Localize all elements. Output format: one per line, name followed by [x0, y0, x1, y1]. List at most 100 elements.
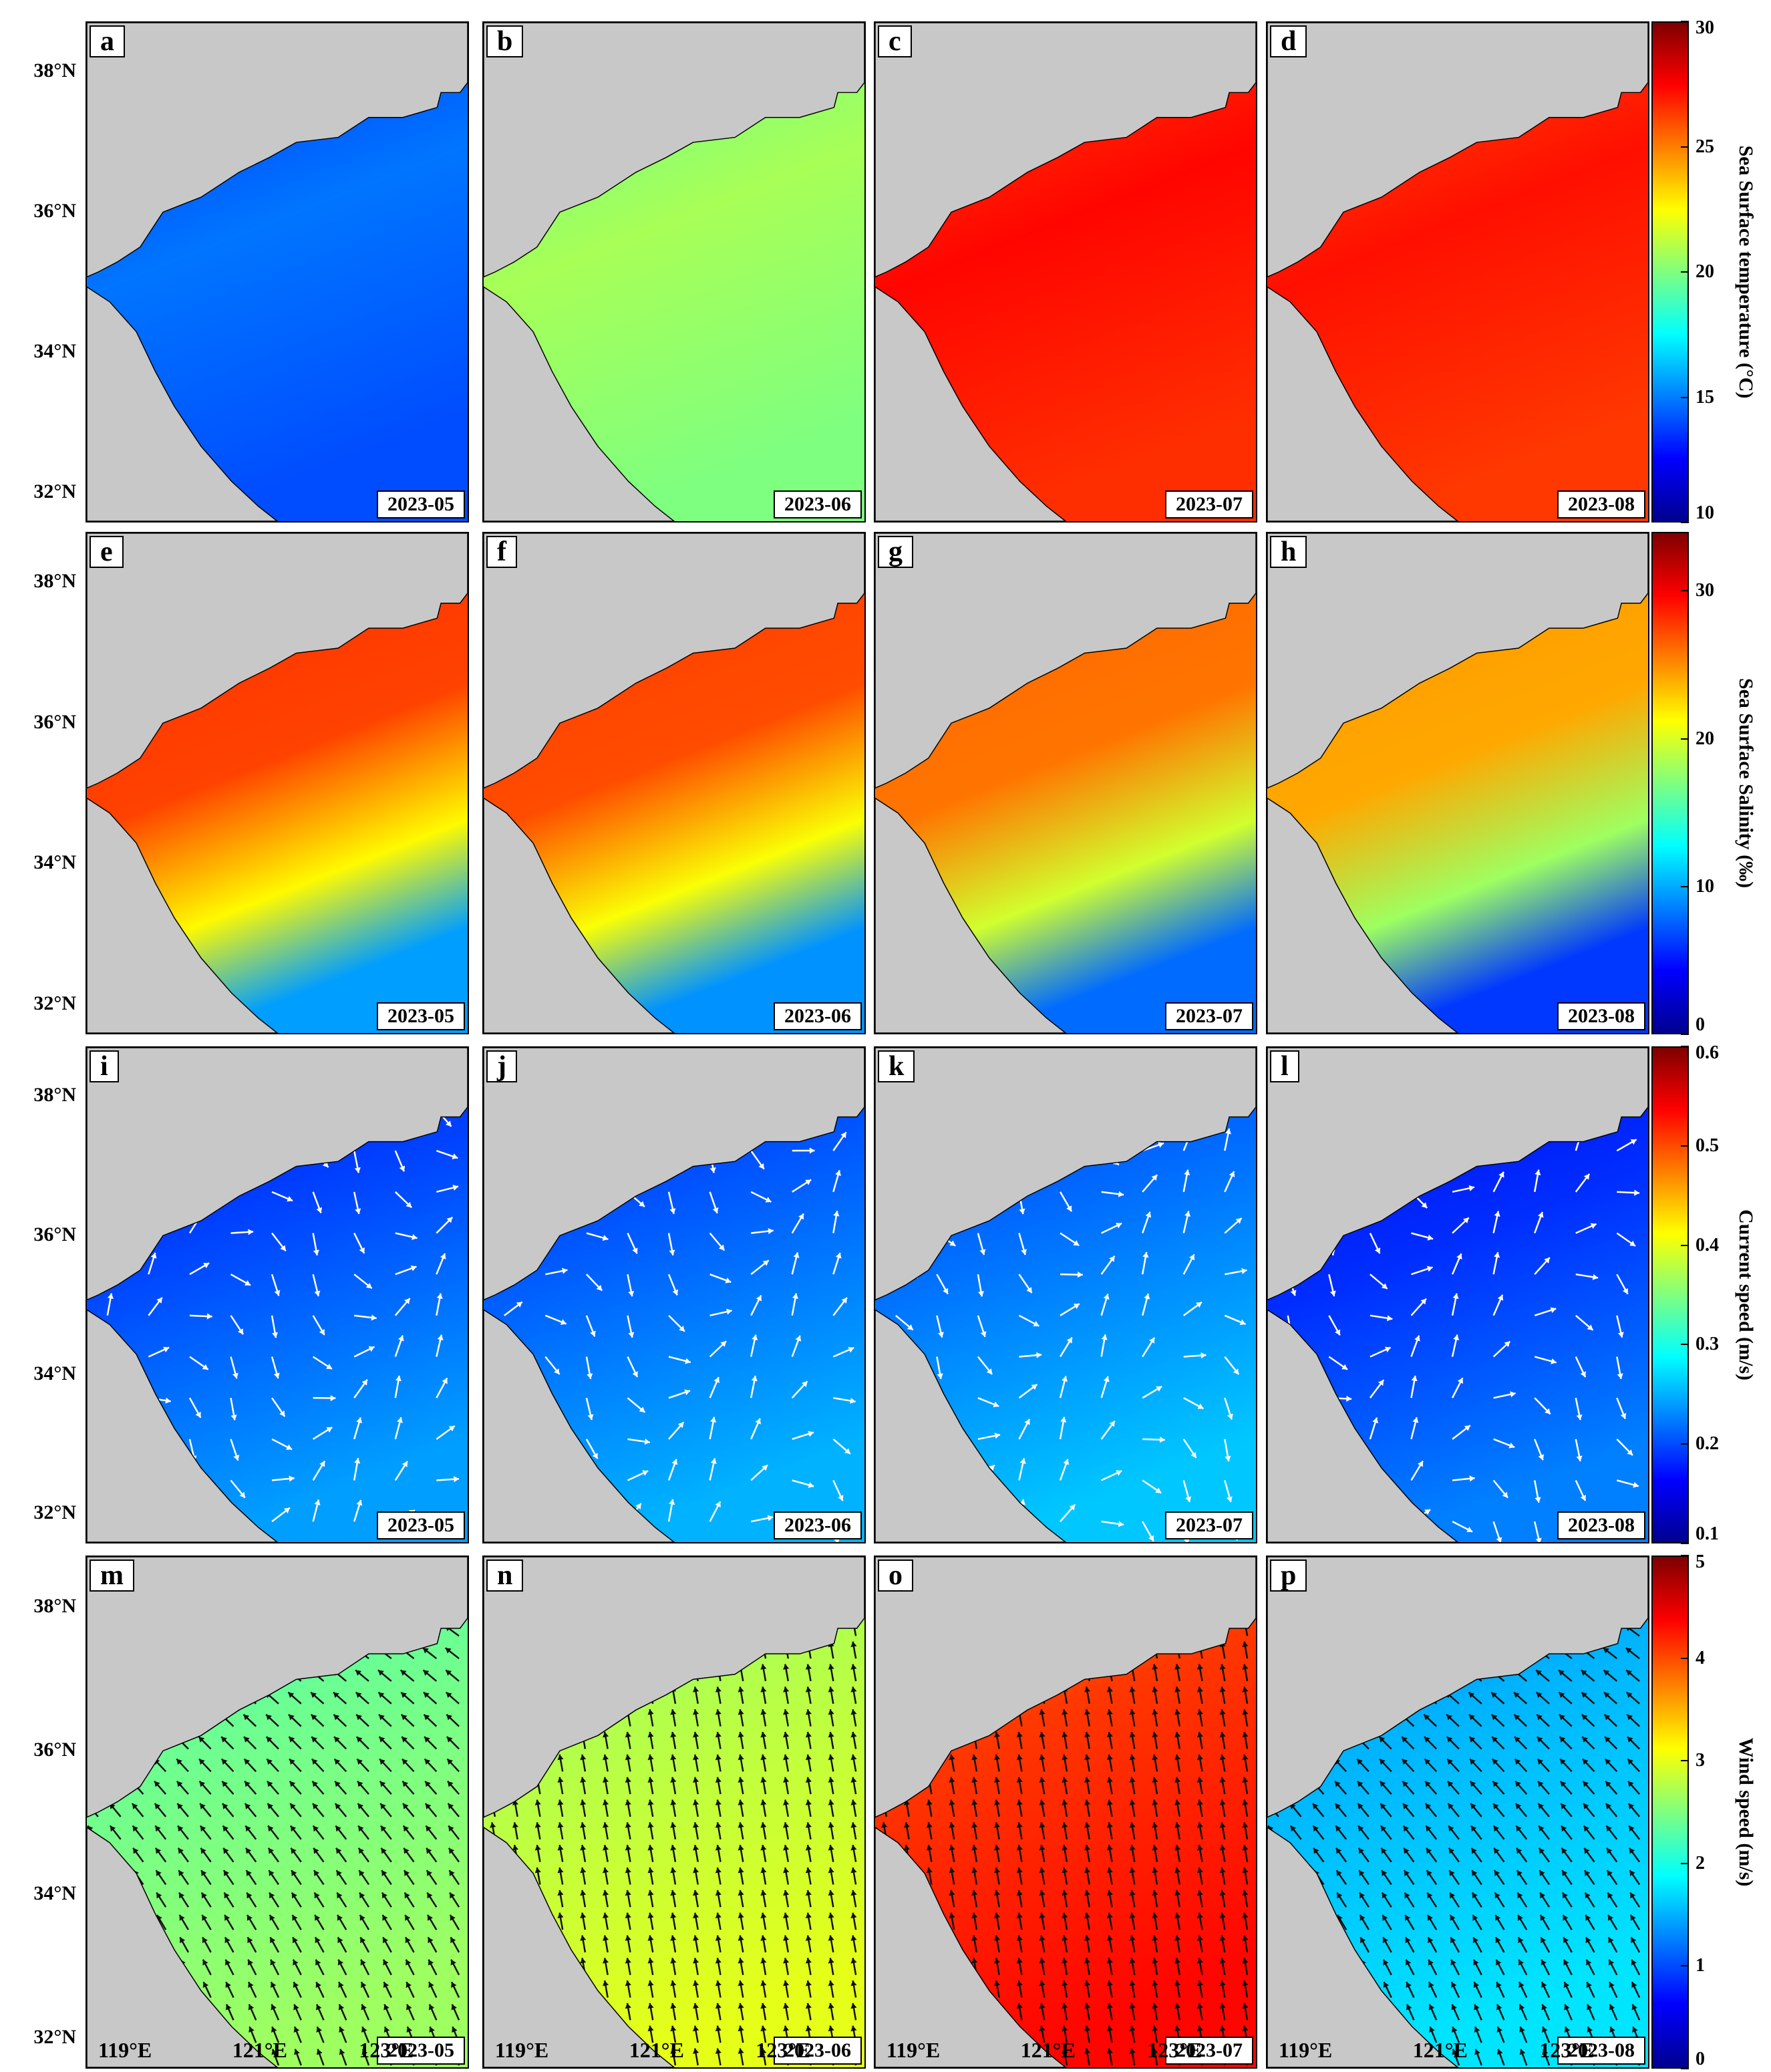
vector-arrowhead: [760, 1845, 767, 1851]
vector-arrowhead: [1219, 1912, 1226, 1918]
vector-arrowhead: [177, 1803, 183, 1809]
vector-arrowhead: [805, 1822, 812, 1828]
vector-arrowhead: [446, 1121, 452, 1127]
vector-arrowhead: [289, 1737, 295, 1743]
land-southwest: [484, 1309, 675, 1542]
vector-arrowhead: [1129, 1958, 1136, 1964]
vector-arrowhead: [1129, 1822, 1136, 1828]
vector-arrowhead: [1494, 1847, 1500, 1854]
panel-letter: d: [1270, 25, 1307, 57]
vector-arrowhead: [693, 1867, 699, 1874]
vector-arrowhead: [1242, 1867, 1249, 1874]
panel-date: 2023-06: [774, 1002, 862, 1030]
vector-arrowhead: [670, 2003, 677, 2009]
vector-arrowhead: [783, 1686, 790, 1692]
colorbar-tick-label: 4: [1696, 1647, 1705, 1668]
vector-arrowhead: [293, 1959, 299, 1966]
vector-arrowhead: [1563, 1914, 1569, 1921]
vector-arrowhead: [381, 1892, 387, 1899]
vector-arrowhead: [271, 2027, 277, 2033]
vector-arrowhead: [448, 1803, 454, 1809]
vector-arrowhead: [738, 1845, 744, 1851]
vector-arrowhead: [1541, 2027, 1548, 2033]
vector-arrowhead: [1518, 1937, 1524, 1944]
vector-arrowhead: [1357, 1803, 1363, 1809]
vector-arrowhead: [1196, 1890, 1203, 1896]
vector-arrowhead: [647, 1754, 654, 1761]
panel-date: 2023-06: [774, 1511, 862, 1539]
vector-arrowhead: [1084, 1822, 1091, 1828]
vector-arrowhead: [971, 1867, 978, 1874]
vector-arrowhead: [926, 1822, 933, 1828]
vector-arrowhead: [715, 1777, 721, 1783]
vector-arrowhead: [405, 1914, 411, 1921]
vector-arrowhead: [1518, 1959, 1524, 1966]
vector-arrowhead: [989, 1465, 995, 1471]
vector-arrowhead: [1516, 1847, 1522, 1854]
vector-arrowhead: [738, 2003, 744, 2009]
vector-arrowhead: [379, 1714, 385, 1721]
land-southwest: [484, 797, 675, 1033]
vector-arrowhead: [1062, 1935, 1068, 1941]
vector-arrowhead: [994, 1777, 1001, 1783]
vector-arrowhead: [805, 1664, 812, 1670]
vector-arrowhead: [1227, 1413, 1233, 1420]
vector-arrowhead: [1174, 1732, 1181, 1738]
vector-arrowhead: [358, 1847, 365, 1854]
vector-arrowhead: [1446, 1714, 1452, 1721]
vector-arrowhead: [1039, 1890, 1045, 1896]
vector-arrowhead: [401, 1461, 408, 1467]
vector-arrowhead: [1576, 1455, 1583, 1461]
vector-arrowhead: [1196, 2003, 1203, 2009]
vector-arrowhead: [828, 1958, 834, 1964]
vector-arrowhead: [1424, 1714, 1430, 1721]
vector-arrowhead: [198, 1737, 205, 1743]
vector-arrowhead: [1152, 1912, 1158, 1918]
vector-arrowhead: [156, 1892, 162, 1899]
vector-arrowhead: [1428, 1982, 1434, 1988]
vector-arrowhead: [1039, 1799, 1045, 1805]
vector-arrowhead: [1631, 1937, 1637, 1944]
vector-arrowhead: [949, 1912, 955, 1918]
vector-arrowhead: [1219, 1732, 1226, 1738]
vector-arrowhead: [1109, 1421, 1115, 1427]
vector-arrowhead: [315, 1982, 321, 1988]
vector-arrowhead: [1219, 1867, 1226, 1874]
vector-arrowhead: [1233, 1368, 1239, 1375]
vector-arrowhead: [1587, 2027, 1593, 2033]
vector-arrowhead: [994, 1799, 1001, 1805]
vector-arrowhead: [1219, 2025, 1226, 2032]
vector-arrowhead: [628, 1290, 635, 1297]
vector-arrowhead: [557, 1754, 564, 1761]
vector-arrowhead: [1357, 1759, 1363, 1765]
vector-arrowhead: [423, 1692, 430, 1698]
vector-arrowhead: [490, 1822, 496, 1828]
lat-label: 36°N: [33, 1738, 76, 1761]
vector-arrowhead: [1106, 1777, 1113, 1783]
vector-arrowhead: [365, 1282, 372, 1289]
vector-arrowhead: [356, 1737, 363, 1743]
vector-arrowhead: [291, 1892, 297, 1899]
vector-arrowhead: [1129, 1799, 1136, 1805]
vector-arrowhead: [450, 1937, 456, 1944]
vector-arrowhead: [1608, 1959, 1615, 1966]
vector-arrowhead: [693, 1822, 699, 1828]
vector-arrowhead: [1629, 1240, 1635, 1246]
vector-arrowhead: [1504, 1341, 1510, 1348]
vector-arrowhead: [738, 1777, 744, 1783]
vector-arrowhead: [446, 1737, 453, 1743]
vector-arrowhead: [1428, 1937, 1434, 1944]
vector-arrowhead: [1535, 1169, 1541, 1175]
vector-arrowhead: [1474, 2027, 1480, 2033]
vector-arrowhead: [1474, 2049, 1480, 2055]
vector-arrowhead: [1062, 2048, 1068, 2054]
colorbar-tick: [1681, 1145, 1689, 1147]
vector-arrowhead: [313, 1803, 319, 1809]
vector-arrowhead: [1402, 1737, 1408, 1743]
vector-arrowhead: [903, 1845, 911, 1851]
vector-arrowhead: [1581, 1692, 1588, 1698]
vector-arrowhead: [1583, 1781, 1589, 1787]
land-southwest: [1267, 1827, 1459, 2067]
vector-arrowhead: [287, 1195, 293, 1202]
vector-arrowhead: [203, 1263, 210, 1269]
